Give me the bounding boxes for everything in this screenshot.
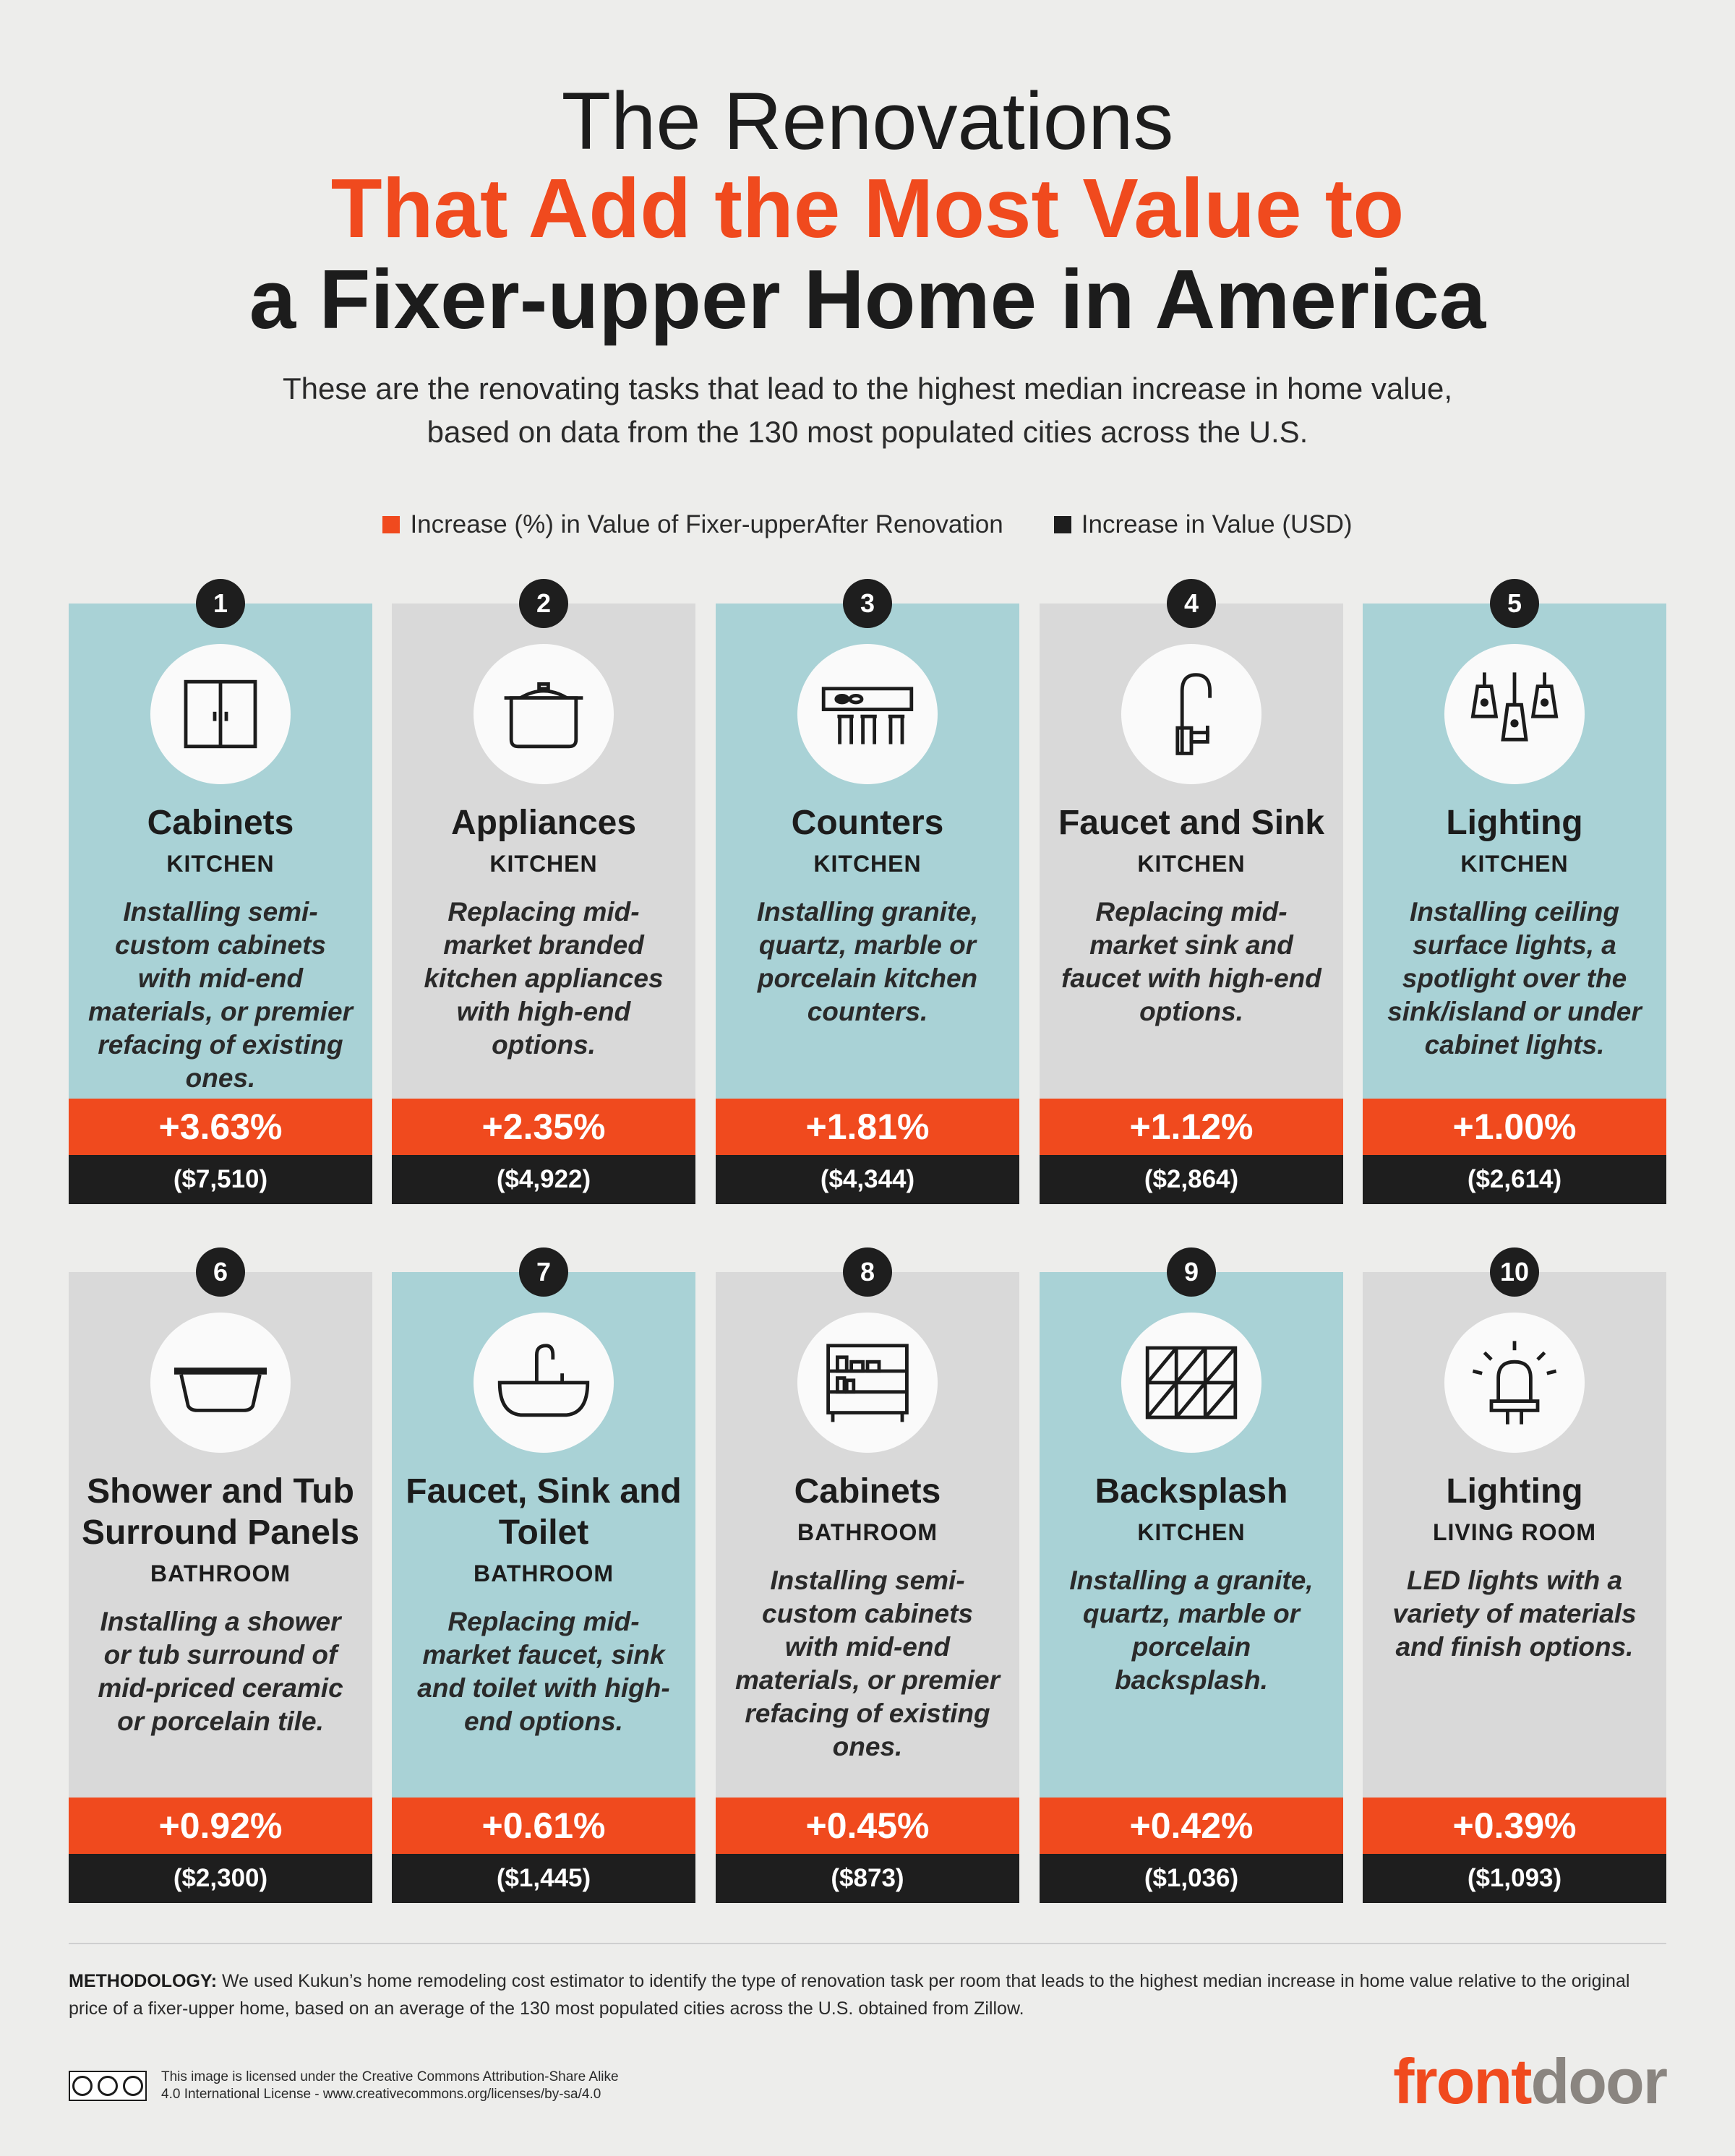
card-description: LED lights with a variety of materials a… xyxy=(1392,1566,1637,1662)
card-room: LIVING ROOM xyxy=(1432,1519,1597,1545)
creative-commons-icon xyxy=(69,2071,147,2101)
usd-value: ($2,864) xyxy=(1040,1155,1343,1204)
shelf-icon xyxy=(797,1313,938,1453)
legend-swatch-percent xyxy=(382,516,400,533)
methodology-label: METHODOLOGY: xyxy=(69,1971,218,1991)
card-name: Cabinets xyxy=(794,1472,941,1511)
methodology-text: We used Kukun’s home remodeling cost est… xyxy=(69,1971,1630,2019)
rank-badge: 8 xyxy=(843,1247,892,1297)
card-name: Shower and Tub Surround Panels xyxy=(81,1472,360,1552)
methodology-note: METHODOLOGY: We used Kukun’s home remode… xyxy=(69,1967,1666,2022)
usd-value: ($4,344) xyxy=(716,1155,1019,1204)
card-room: KITCHEN xyxy=(1460,851,1569,877)
legend: Increase (%) in Value of Fixer-upperAfte… xyxy=(0,510,1735,539)
percent-value: +0.42% xyxy=(1040,1798,1343,1854)
legend-item-usd: Increase in Value (USD) xyxy=(1053,510,1353,539)
card-name: Faucet and Sink xyxy=(1058,804,1325,842)
usd-value: ($7,510) xyxy=(69,1155,372,1204)
cabinet-icon xyxy=(150,644,291,784)
percent-value: +0.92% xyxy=(69,1798,372,1854)
percent-value: +0.45% xyxy=(716,1798,1019,1854)
card-room: BATHROOM xyxy=(797,1519,938,1545)
card-description: Replacing mid-market faucet, sink and to… xyxy=(417,1607,670,1736)
usd-value: ($1,445) xyxy=(392,1854,695,1903)
pendant-lights-icon xyxy=(1444,644,1585,784)
legend-item-percent: Increase (%) in Value of Fixer-upperAfte… xyxy=(382,510,1003,539)
faucet-icon xyxy=(1121,644,1261,784)
card-name: Backsplash xyxy=(1094,1472,1288,1511)
legend-swatch-usd xyxy=(1053,516,1071,533)
usd-value: ($4,922) xyxy=(392,1155,695,1204)
license-line-1: This image is licensed under the Creativ… xyxy=(161,2069,619,2084)
percent-value: +1.00% xyxy=(1363,1099,1666,1155)
card-name: Lighting xyxy=(1446,804,1583,842)
usd-value: ($1,036) xyxy=(1040,1854,1343,1903)
bathtub-icon xyxy=(150,1313,291,1453)
card-description: Installing semi-custom cabinets with mid… xyxy=(87,897,354,1093)
card-name: Lighting xyxy=(1446,1472,1583,1511)
card-description: Installing ceiling surface lights, a spo… xyxy=(1387,897,1642,1060)
percent-value: +0.39% xyxy=(1363,1798,1666,1854)
rank-badge: 6 xyxy=(196,1247,245,1297)
card-name: Cabinets xyxy=(147,804,294,842)
legend-label-usd: Increase in Value (USD) xyxy=(1081,510,1353,538)
sink-icon xyxy=(474,1313,614,1453)
card-room: BATHROOM xyxy=(473,1560,614,1586)
card-description: Replacing mid-market branded kitchen app… xyxy=(424,897,664,1060)
rank-badge: 1 xyxy=(196,579,245,628)
rank-badge: 3 xyxy=(843,579,892,628)
card-description: Installing a granite, quartz, marble or … xyxy=(1069,1566,1314,1695)
subtitle: These are the renovating tasks that lead… xyxy=(283,371,1452,449)
card-name: Counters xyxy=(791,804,944,842)
percent-value: +1.12% xyxy=(1040,1099,1343,1155)
title-line-1: The Renovations xyxy=(561,76,1174,166)
rank-badge: 9 xyxy=(1167,1247,1216,1297)
rank-badge: 10 xyxy=(1490,1247,1539,1297)
percent-value: +0.61% xyxy=(392,1798,695,1854)
usd-value: ($2,300) xyxy=(69,1854,372,1903)
usd-value: ($873) xyxy=(716,1854,1019,1903)
rank-badge: 5 xyxy=(1490,579,1539,628)
card-description: Replacing mid-market sink and faucet wit… xyxy=(1061,897,1321,1026)
card-description: Installing granite, quartz, marble or po… xyxy=(756,897,979,1026)
card-name: Appliances xyxy=(450,804,637,842)
card-description: Installing a shower or tub surround of m… xyxy=(98,1607,343,1736)
legend-label-percent: Increase (%) in Value of Fixer-upperAfte… xyxy=(410,510,1003,538)
license-line-2: 4.0 International License - www.creative… xyxy=(161,2087,601,2102)
tile-icon xyxy=(1121,1313,1261,1453)
logo-part-front: front xyxy=(1393,2045,1532,2117)
pot-icon xyxy=(474,644,614,784)
card-room: KITCHEN xyxy=(1137,851,1246,877)
title-line-3: a Fixer-upper Home in America xyxy=(249,252,1486,346)
card-room: KITCHEN xyxy=(813,851,922,877)
card-room: BATHROOM xyxy=(150,1560,291,1586)
rank-badge: 4 xyxy=(1167,579,1216,628)
footer-divider xyxy=(69,1943,1666,1944)
card-room: KITCHEN xyxy=(489,851,598,877)
card-name: Faucet, Sink and Toilet xyxy=(406,1472,682,1552)
card-room: KITCHEN xyxy=(1137,1519,1246,1545)
card-description: Installing semi-custom cabinets with mid… xyxy=(734,1566,1001,1761)
title-line-2: That Add the Most Value to xyxy=(330,161,1405,255)
percent-value: +2.35% xyxy=(392,1099,695,1155)
usd-value: ($2,614) xyxy=(1363,1155,1666,1204)
license-block: This image is licensed under the Creativ… xyxy=(69,2069,619,2103)
rank-badge: 2 xyxy=(519,579,568,628)
frontdoor-logo: frontdoor xyxy=(1393,2045,1668,2118)
rank-badge: 7 xyxy=(519,1247,568,1297)
logo-part-door: door xyxy=(1530,2045,1668,2117)
percent-value: +3.63% xyxy=(69,1099,372,1155)
percent-value: +1.81% xyxy=(716,1099,1019,1155)
card-room: KITCHEN xyxy=(166,851,275,877)
usd-value: ($1,093) xyxy=(1363,1854,1666,1903)
led-bulb-icon xyxy=(1444,1313,1585,1453)
counter-icon xyxy=(797,644,938,784)
